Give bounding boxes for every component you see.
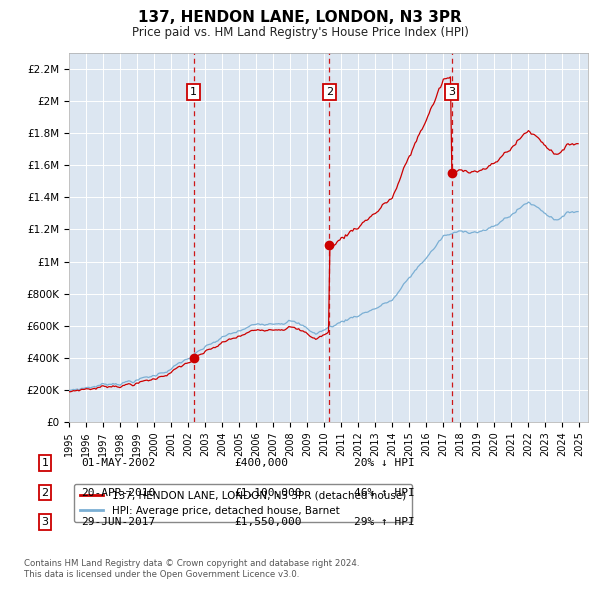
- Text: 2: 2: [326, 87, 333, 97]
- Text: 137, HENDON LANE, LONDON, N3 3PR: 137, HENDON LANE, LONDON, N3 3PR: [138, 10, 462, 25]
- Text: 46% ↑ HPI: 46% ↑ HPI: [354, 488, 415, 497]
- Text: 01-MAY-2002: 01-MAY-2002: [81, 458, 155, 468]
- Text: Price paid vs. HM Land Registry's House Price Index (HPI): Price paid vs. HM Land Registry's House …: [131, 26, 469, 39]
- Text: 20-APR-2010: 20-APR-2010: [81, 488, 155, 497]
- Text: £1,550,000: £1,550,000: [234, 517, 302, 527]
- Text: 1: 1: [41, 458, 49, 468]
- Text: 29% ↑ HPI: 29% ↑ HPI: [354, 517, 415, 527]
- Text: 3: 3: [448, 87, 455, 97]
- Text: 20% ↓ HPI: 20% ↓ HPI: [354, 458, 415, 468]
- Text: £1,100,000: £1,100,000: [234, 488, 302, 497]
- Text: 3: 3: [41, 517, 49, 527]
- Text: 1: 1: [190, 87, 197, 97]
- Text: 29-JUN-2017: 29-JUN-2017: [81, 517, 155, 527]
- Text: This data is licensed under the Open Government Licence v3.0.: This data is licensed under the Open Gov…: [24, 571, 299, 579]
- Text: £400,000: £400,000: [234, 458, 288, 468]
- Text: 2: 2: [41, 488, 49, 497]
- Text: Contains HM Land Registry data © Crown copyright and database right 2024.: Contains HM Land Registry data © Crown c…: [24, 559, 359, 568]
- Legend: 137, HENDON LANE, LONDON, N3 3PR (detached house), HPI: Average price, detached : 137, HENDON LANE, LONDON, N3 3PR (detach…: [74, 484, 412, 522]
